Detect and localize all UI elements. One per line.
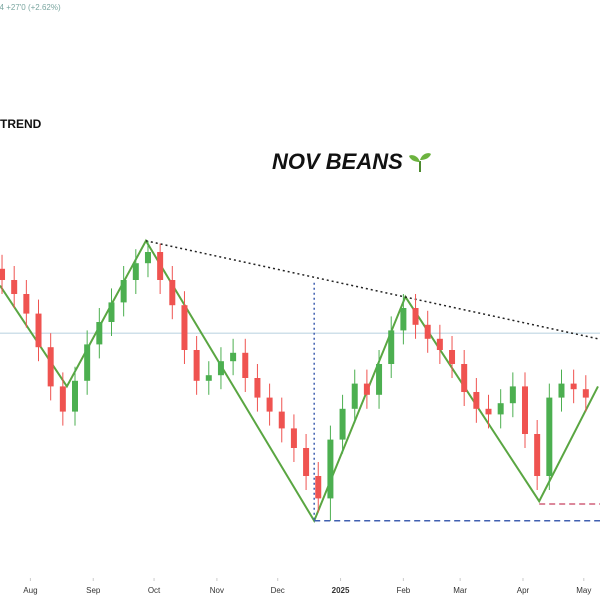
x-tick-label: 2025 (332, 586, 350, 595)
candle-body (254, 378, 261, 398)
trend-label: TREND (0, 117, 42, 131)
candle-body (522, 386, 528, 434)
candle-body (47, 347, 54, 387)
candle-body (376, 364, 383, 395)
candle-body (509, 386, 516, 404)
x-tick-label: Apr (517, 586, 530, 595)
candle-body (59, 386, 66, 412)
overlay-line (0, 238, 599, 524)
x-tick-label: Dec (271, 586, 285, 595)
candle-body (217, 361, 224, 376)
candle-body (84, 344, 91, 381)
candle-body (461, 364, 468, 392)
candle-body (72, 380, 78, 412)
candle-body (303, 448, 310, 476)
candle-body (558, 383, 565, 398)
x-tick-label: Oct (148, 586, 161, 595)
candle-body (473, 392, 480, 409)
candle-body (582, 389, 589, 398)
chart-title: NOV BEANS (272, 149, 403, 174)
candle-body (108, 302, 115, 322)
candle-body (242, 352, 249, 378)
candle-body (193, 350, 200, 381)
candle-body (436, 338, 443, 350)
candle-body (351, 383, 358, 409)
x-tick-label: Mar (453, 586, 467, 595)
x-tick-label: Feb (396, 586, 410, 595)
candle-body (570, 383, 577, 390)
candle-body (35, 313, 42, 348)
candle-body (388, 330, 395, 364)
candle-body (534, 434, 541, 476)
candle-body (11, 280, 18, 294)
candle-body (315, 476, 322, 499)
candle-body (497, 403, 504, 415)
x-tick-label: May (576, 586, 591, 595)
candles (0, 240, 589, 521)
candle-body (424, 324, 431, 339)
candle-body (412, 308, 419, 325)
candle-body (0, 268, 6, 280)
candle-body (546, 397, 553, 476)
candle-body (266, 397, 273, 412)
x-tick-label: Sep (86, 586, 101, 595)
candle-body (181, 305, 188, 350)
price-header: '4 +27'0 (+2.62%) (0, 3, 61, 12)
candle-body (96, 322, 103, 345)
candle-body (230, 352, 237, 362)
candle-body (132, 263, 139, 280)
x-tick-label: Nov (210, 586, 224, 595)
candle-body (485, 408, 492, 415)
overlay-line (145, 240, 599, 340)
candle-body (278, 411, 285, 429)
candle-body (363, 383, 370, 395)
candle-body (205, 375, 212, 381)
candle-body (290, 428, 297, 448)
candle-body (327, 439, 334, 499)
x-tick-label: Aug (23, 586, 37, 595)
candle-body (400, 308, 407, 331)
candle-body (157, 252, 164, 280)
candle-body (23, 294, 30, 314)
candle-body (169, 280, 176, 306)
candle-body (449, 350, 456, 364)
candle-body (144, 252, 151, 264)
candle-body (339, 408, 346, 440)
candle-body (120, 280, 127, 303)
sprout-icon (409, 153, 431, 172)
